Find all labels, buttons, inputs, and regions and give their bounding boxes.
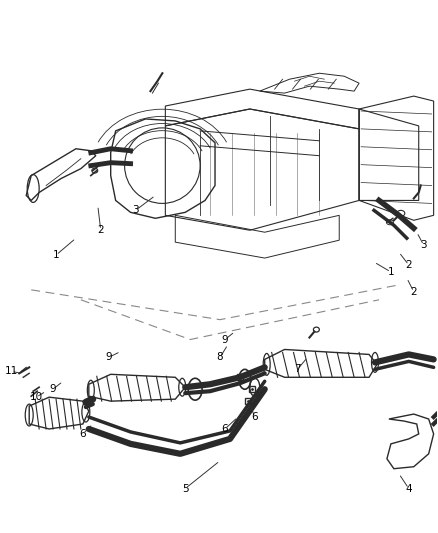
Text: 11: 11 <box>5 366 18 376</box>
Text: 6: 6 <box>251 412 258 422</box>
Text: 1: 1 <box>53 250 60 260</box>
Text: 6: 6 <box>80 429 86 439</box>
Text: 5: 5 <box>182 483 188 494</box>
Text: 4: 4 <box>406 483 412 494</box>
Text: 8: 8 <box>217 352 223 362</box>
Text: 9: 9 <box>106 352 112 362</box>
Text: 10: 10 <box>30 392 43 402</box>
Text: 6: 6 <box>222 424 228 434</box>
Text: 3: 3 <box>420 240 427 250</box>
Text: 7: 7 <box>294 365 301 374</box>
Text: 1: 1 <box>388 267 394 277</box>
Text: 3: 3 <box>132 205 139 215</box>
Text: 9: 9 <box>222 335 228 344</box>
Text: 2: 2 <box>406 260 412 270</box>
Text: 2: 2 <box>410 287 417 297</box>
Text: 2: 2 <box>97 225 104 235</box>
Text: 9: 9 <box>50 384 57 394</box>
